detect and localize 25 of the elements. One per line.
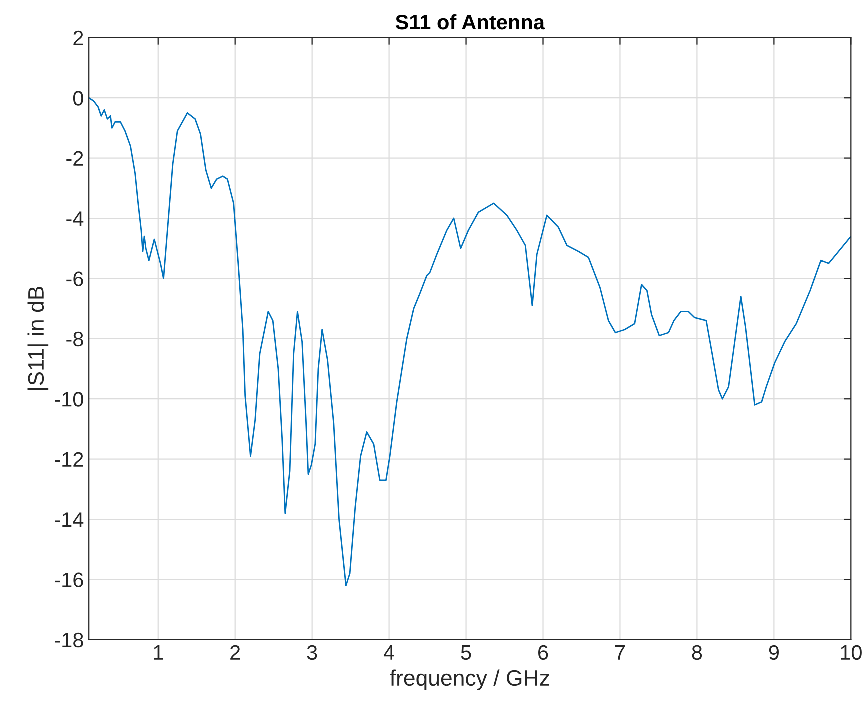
y-axis-title: |S11| in dB [28,286,49,390]
x-axis-title: frequency / GHz [390,670,550,690]
x-tick-label: 9 [769,645,779,660]
x-tick-label: 10 [841,645,862,660]
y-tick-label: -12 [55,452,84,467]
x-tick-label: 5 [461,646,472,660]
y-tick-label: -10 [55,392,84,407]
y-tick-label: -14 [55,512,84,528]
y-tick-label: -6 [66,272,84,286]
x-tick-label: 8 [692,645,702,660]
x-tick-label: 3 [307,645,318,660]
x-tick-label: 2 [230,645,240,660]
x-tick-label: 7 [616,646,625,660]
line-series [89,97,852,586]
x-tick-label: 1 [154,646,164,660]
y-tick-label: 0 [73,91,84,106]
y-tick-label: -18 [55,632,84,648]
x-tick-label: 4 [384,646,394,660]
y-tick-label: -8 [66,332,84,347]
y-tick-label: 2 [74,30,84,46]
y-tick-label: -4 [66,212,84,226]
y-tick-label: -16 [55,572,84,588]
y-tick-label: -2 [66,151,84,166]
x-tick-label: 6 [538,645,548,660]
chart-title: S11 of Antenna [396,14,546,30]
